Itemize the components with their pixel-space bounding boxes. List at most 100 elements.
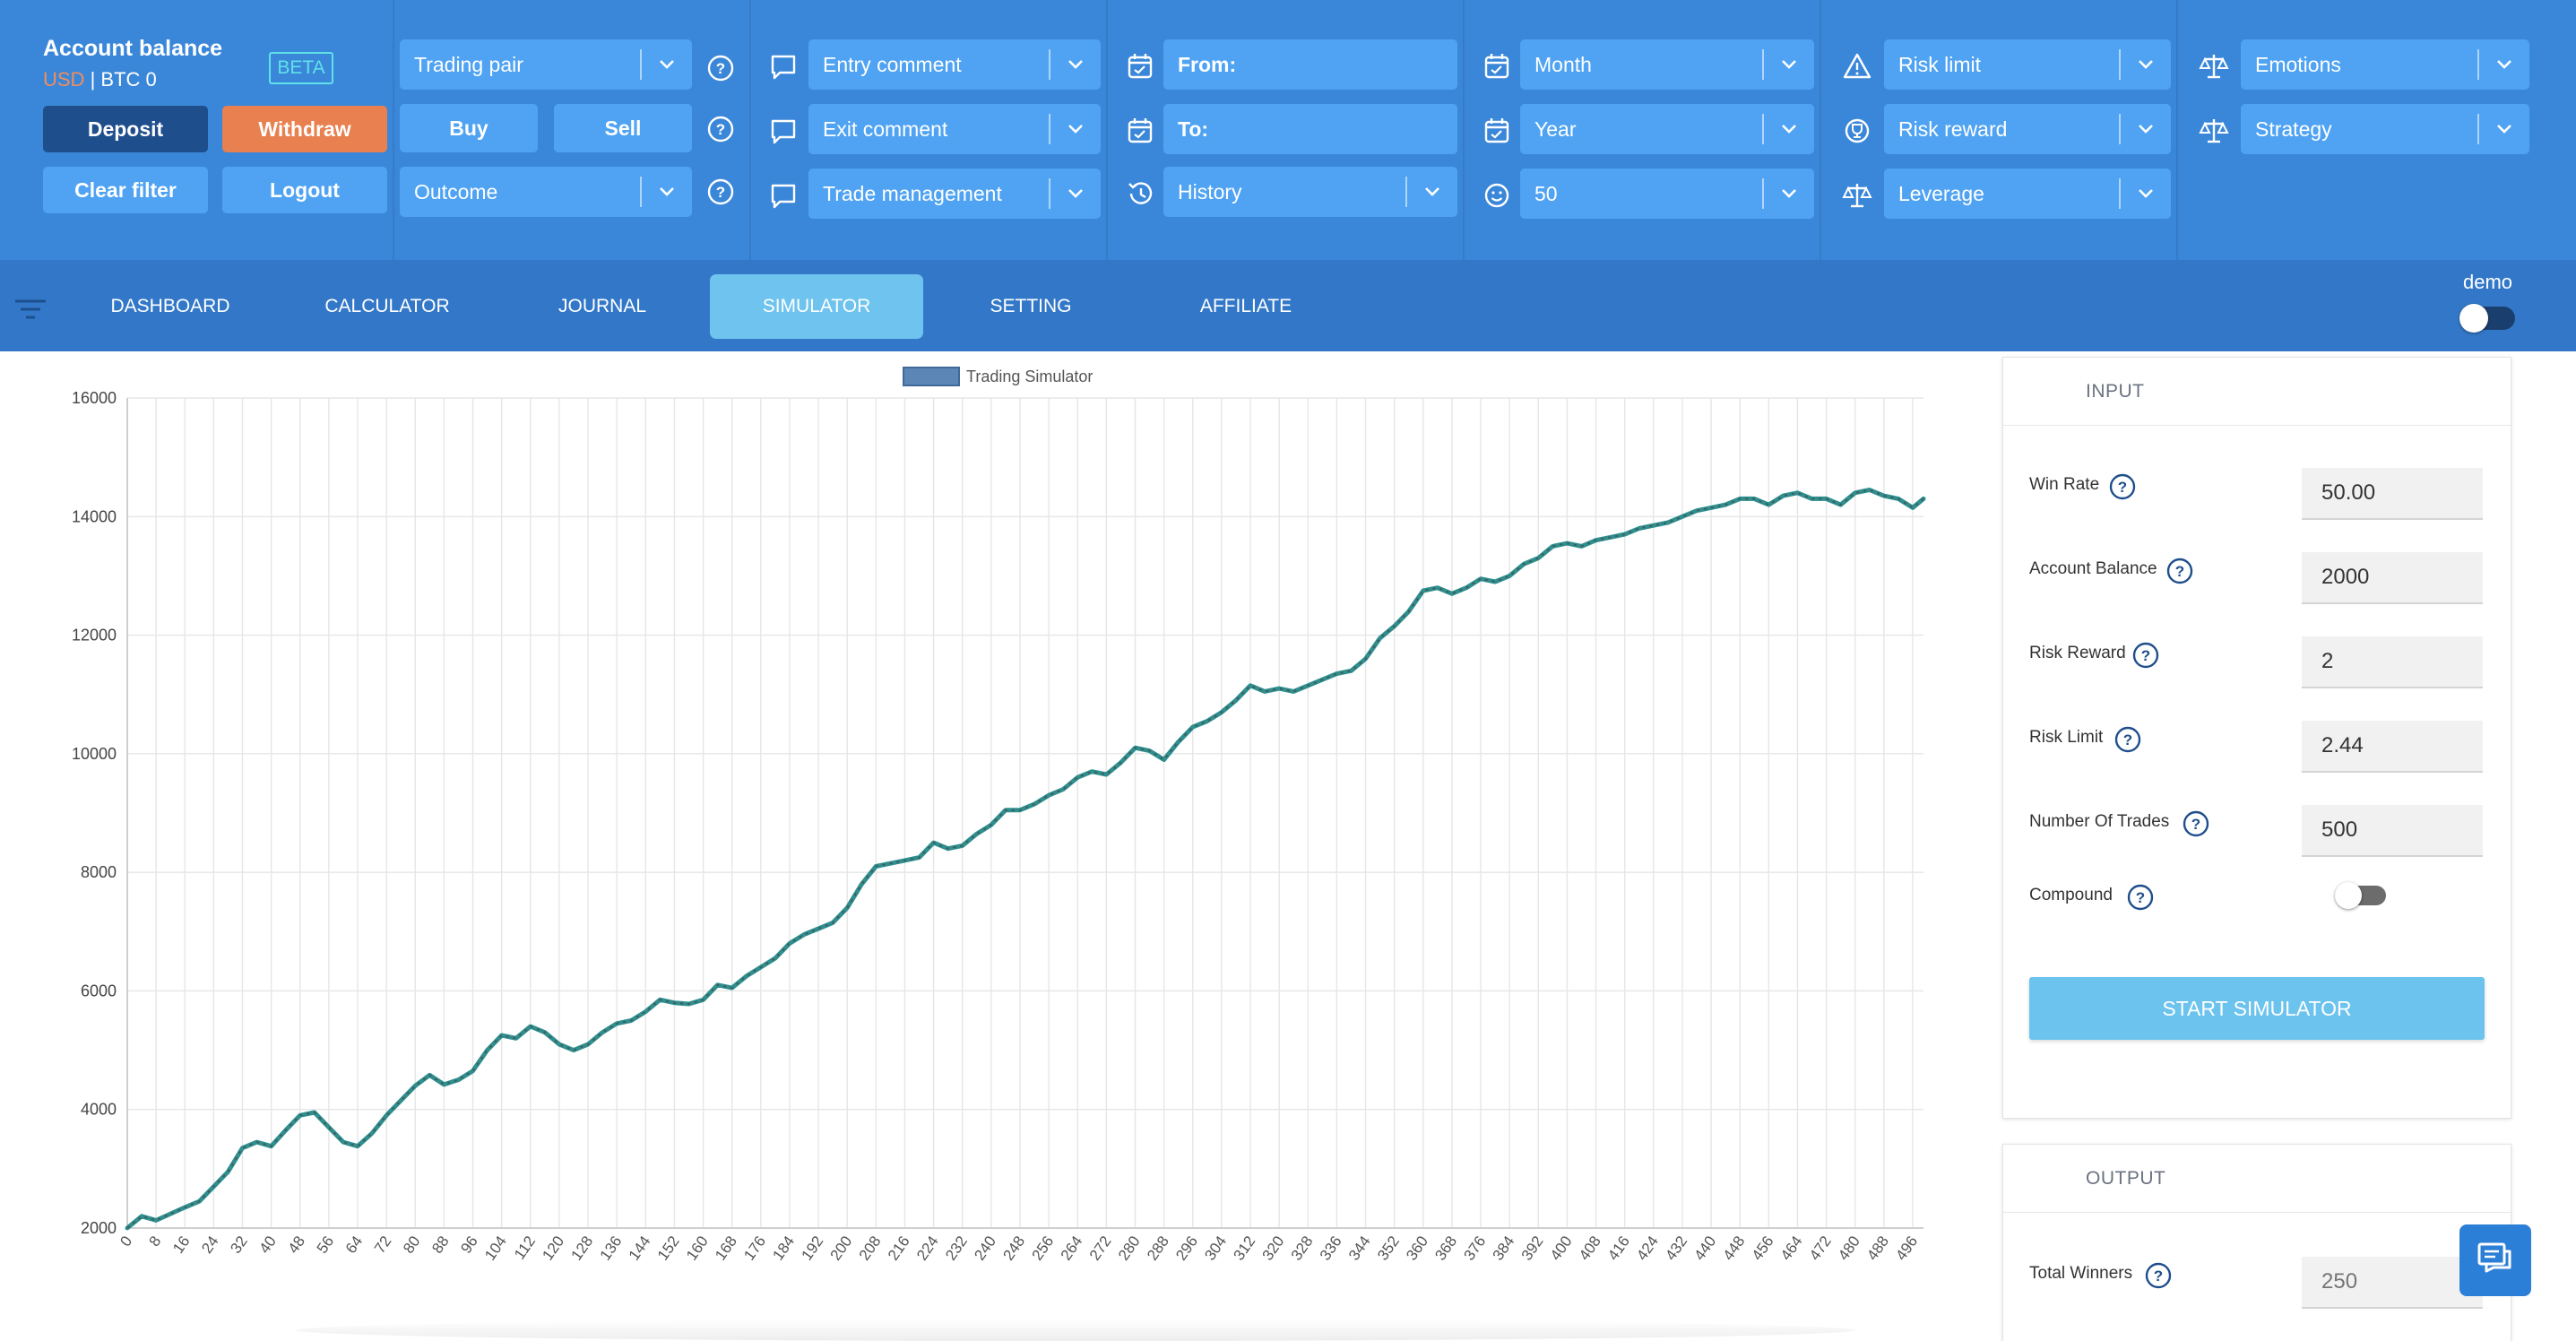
help-icon[interactable]: ?	[2131, 641, 2160, 670]
dropdown-divider	[1762, 49, 1764, 80]
trading-simulator-chart: 0 8 16 24 32 40 48 56 64 72 80 88 96 104 112 120 128 136 1…	[72, 367, 1926, 1264]
toggle-knob	[2335, 882, 2362, 909]
divider	[1106, 0, 1108, 260]
trade-management-dropdown[interactable]: Trade management	[808, 169, 1101, 219]
x-tick-label: 224	[913, 1233, 942, 1263]
x-tick-label: 128	[567, 1233, 596, 1263]
chevron-down-icon	[1782, 60, 1796, 69]
x-tick-label: 344	[1345, 1233, 1374, 1263]
x-tick-label: 72	[371, 1233, 394, 1256]
x-tick-label: 472	[1806, 1233, 1835, 1263]
account-balance-label: Account Balance	[2029, 559, 2157, 578]
strategy-dropdown[interactable]: Strategy	[2241, 104, 2529, 154]
withdraw-button[interactable]: Withdraw	[222, 106, 387, 152]
x-tick-label: 200	[827, 1233, 856, 1263]
risk-limit-dropdown[interactable]: Risk limit	[1884, 39, 2171, 90]
chevron-down-icon	[1782, 189, 1796, 198]
help-icon[interactable]: ?	[2165, 557, 2194, 585]
count-dropdown[interactable]: 50	[1520, 169, 1814, 219]
filter-icon[interactable]	[13, 296, 48, 323]
tab-setting[interactable]: SETTING	[990, 296, 1072, 316]
trading-pair-label: Trading pair	[414, 53, 523, 76]
demo-toggle[interactable]	[2459, 304, 2515, 333]
help-icon[interactable]: ?	[706, 115, 735, 143]
warning-icon	[1843, 53, 1871, 79]
emotions-dropdown[interactable]: Emotions	[2241, 39, 2529, 90]
to-label: To:	[1178, 117, 1209, 141]
tab-dashboard[interactable]: DASHBOARD	[110, 296, 230, 316]
emotions-label: Emotions	[2255, 53, 2341, 76]
chevron-down-icon	[2139, 60, 2153, 69]
clear-filter-button[interactable]: Clear filter	[43, 167, 208, 213]
x-tick-label: 256	[1029, 1233, 1058, 1263]
entry-comment-label: Entry comment	[823, 53, 962, 76]
help-icon[interactable]: ?	[2114, 725, 2142, 754]
chat-button[interactable]	[2459, 1224, 2531, 1296]
risk-limit-input[interactable]	[2302, 721, 2483, 773]
x-tick-label: 488	[1863, 1233, 1892, 1263]
output-panel-header: OUTPUT	[2003, 1145, 2511, 1213]
chevron-down-icon	[660, 60, 674, 69]
svg-text:?: ?	[2118, 479, 2127, 496]
tab-simulator[interactable]: SIMULATOR	[710, 274, 923, 339]
count-label: 50	[1534, 182, 1558, 205]
y-tick-label: 8000	[81, 863, 117, 881]
x-tick-label: 280	[1115, 1233, 1144, 1263]
demo-label: demo	[2463, 271, 2513, 293]
risk-limit-label: Risk limit	[1898, 53, 1981, 76]
chevron-down-icon	[660, 187, 674, 196]
account-balance-input[interactable]	[2302, 552, 2483, 604]
x-tick-label: 120	[539, 1233, 567, 1263]
calendar-icon	[1484, 54, 1509, 79]
compound-toggle[interactable]	[2335, 882, 2386, 909]
svg-text:?: ?	[2191, 816, 2200, 833]
svg-text:?: ?	[2141, 647, 2150, 664]
help-icon[interactable]: ?	[706, 54, 735, 82]
exit-comment-dropdown[interactable]: Exit comment	[808, 104, 1101, 154]
currency-usd: USD	[43, 68, 85, 91]
y-tick-label: 14000	[72, 507, 117, 525]
outcome-dropdown[interactable]: Outcome	[400, 167, 692, 217]
sell-button[interactable]: Sell	[554, 104, 692, 152]
risk-reward-dropdown[interactable]: Risk reward	[1884, 104, 2171, 154]
help-icon[interactable]: ?	[2108, 472, 2137, 501]
calendar-icon	[1484, 118, 1509, 143]
x-tick-label: 392	[1518, 1233, 1547, 1263]
number-of-trades-input[interactable]	[2302, 805, 2483, 857]
divider	[2176, 0, 2178, 260]
legend-label: Trading Simulator	[966, 368, 1093, 385]
x-tick-label: 448	[1720, 1233, 1749, 1263]
dropdown-divider	[2119, 49, 2121, 80]
entry-comment-dropdown[interactable]: Entry comment	[808, 39, 1101, 90]
chevron-down-icon	[1068, 125, 1083, 134]
currency-separator: |	[90, 68, 96, 91]
leverage-dropdown[interactable]: Leverage	[1884, 169, 2171, 219]
help-icon[interactable]: ?	[706, 177, 735, 206]
history-dropdown[interactable]: History	[1163, 167, 1457, 217]
svg-text:?: ?	[716, 184, 725, 201]
dropdown-divider	[2119, 114, 2121, 144]
help-icon[interactable]: ?	[2144, 1261, 2173, 1290]
to-date-input[interactable]: To:	[1163, 104, 1457, 154]
tab-calculator[interactable]: CALCULATOR	[324, 296, 450, 316]
year-dropdown[interactable]: Year	[1520, 104, 1814, 154]
y-tick-label: 6000	[81, 982, 117, 999]
trading-pair-dropdown[interactable]: Trading pair	[400, 39, 692, 90]
x-tick-label: 400	[1547, 1233, 1576, 1263]
deposit-button[interactable]: Deposit	[43, 106, 208, 152]
win-rate-input[interactable]	[2302, 468, 2483, 520]
logout-button[interactable]: Logout	[222, 167, 387, 213]
tab-journal[interactable]: JOURNAL	[558, 296, 647, 316]
tab-affiliate[interactable]: AFFILIATE	[1199, 296, 1292, 316]
help-icon[interactable]: ?	[2182, 809, 2210, 838]
legend-swatch	[903, 367, 960, 386]
risk-reward-input[interactable]	[2302, 636, 2483, 688]
buy-button[interactable]: Buy	[400, 104, 538, 152]
month-dropdown[interactable]: Month	[1520, 39, 1814, 90]
x-tick-label: 248	[999, 1233, 1028, 1263]
output-panel-title: OUTPUT	[2086, 1168, 2166, 1189]
chevron-down-icon	[2497, 125, 2511, 134]
from-date-input[interactable]: From:	[1163, 39, 1457, 90]
help-icon[interactable]: ?	[2126, 883, 2155, 912]
start-simulator-button[interactable]: START SIMULATOR	[2029, 977, 2485, 1040]
